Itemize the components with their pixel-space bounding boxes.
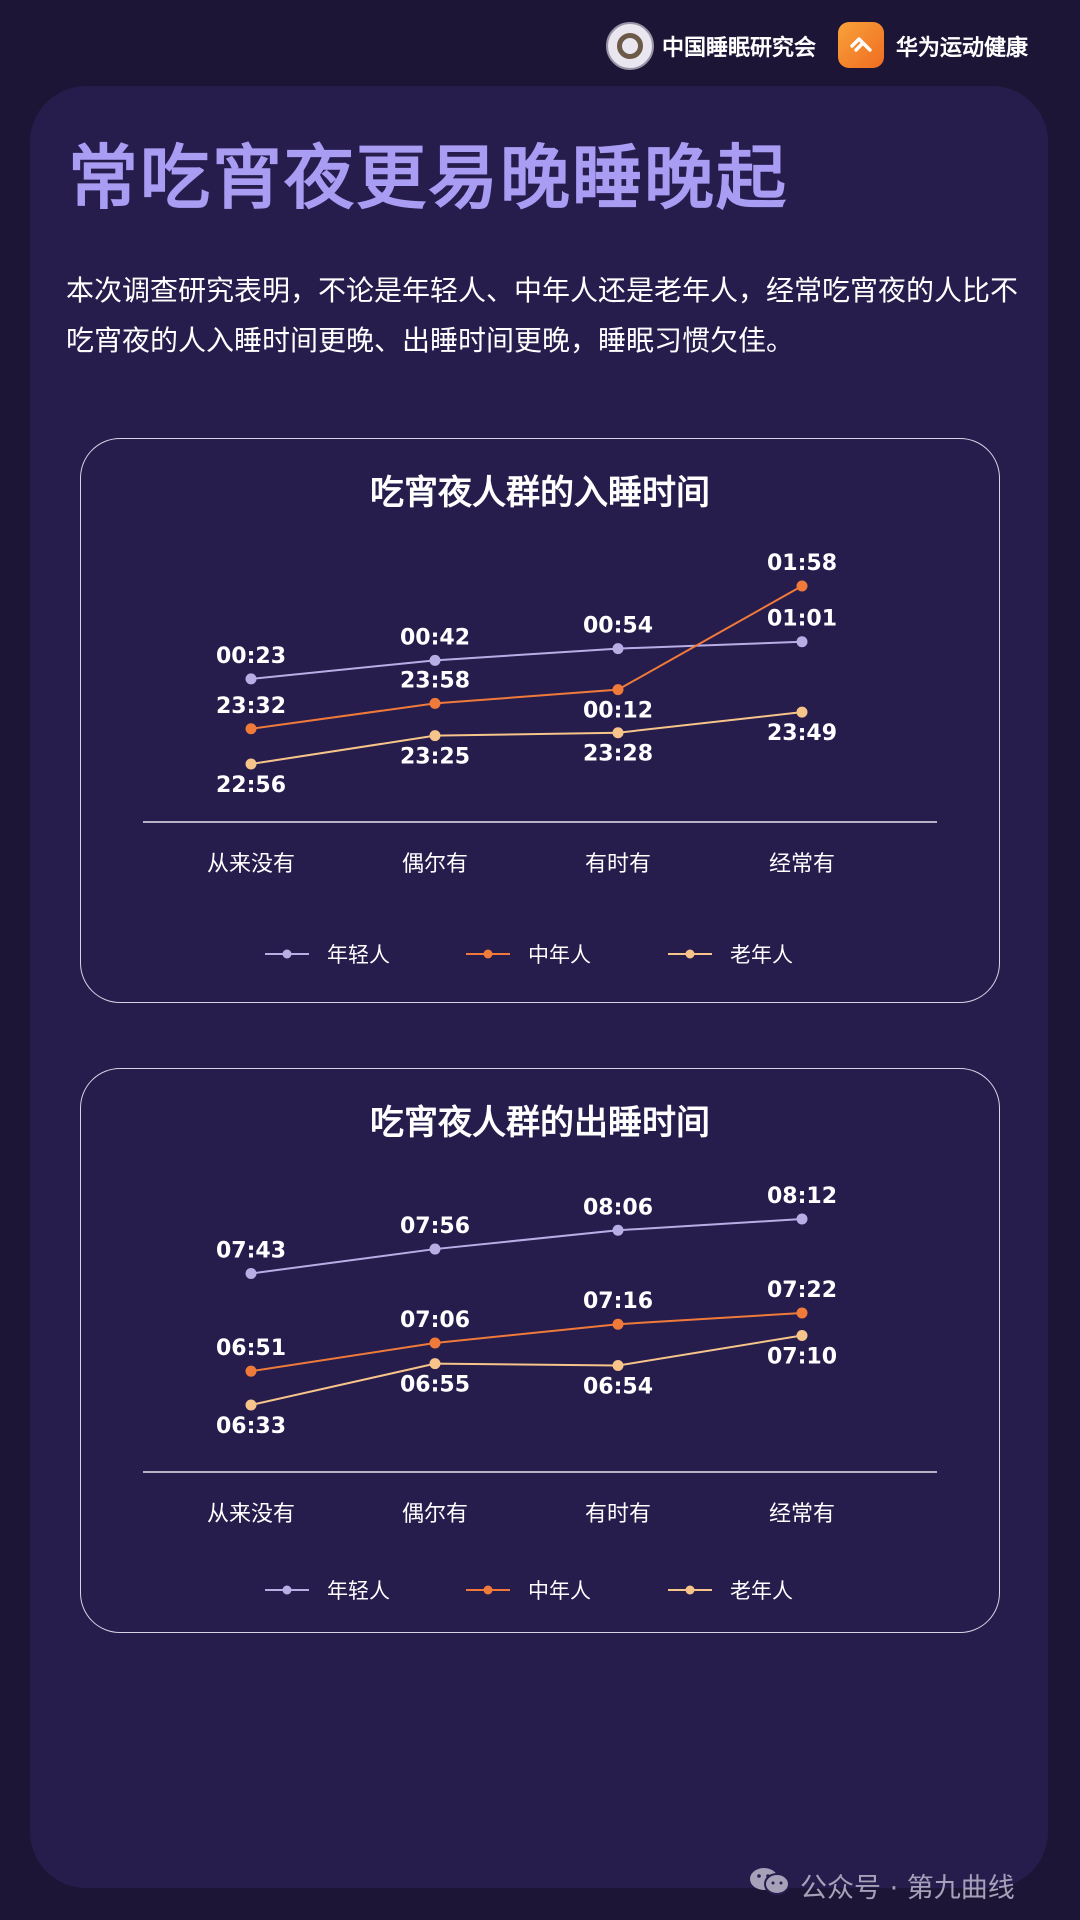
data-point-young <box>429 654 441 666</box>
data-label-middle: 06:51 <box>216 1336 286 1361</box>
series-line-middle <box>250 1311 803 1373</box>
wechat-icon <box>750 1868 790 1895</box>
legend-label-middle: 中年人 <box>528 1579 591 1603</box>
data-label-young: 08:12 <box>767 1184 837 1209</box>
data-label-middle: 07:22 <box>767 1278 837 1303</box>
legend-dot-middle <box>483 949 493 959</box>
data-point-old <box>796 1329 808 1341</box>
x-tick-label: 经常有 <box>769 852 835 877</box>
waketime-chart: 从来没有 偶尔有 有时有 经常有 07:43 07:56 08:06 08:12 06:51 07… <box>143 1184 937 1603</box>
data-point-young <box>796 636 808 648</box>
data-point-young <box>612 1224 624 1236</box>
data-label-young: 07:43 <box>216 1238 286 1263</box>
series-line-middle <box>250 585 803 730</box>
data-label-old: 06:55 <box>400 1373 470 1398</box>
data-point-middle <box>796 1307 808 1319</box>
series-line-young <box>250 640 803 680</box>
data-point-middle <box>612 1318 624 1330</box>
x-tick-label: 从来没有 <box>207 852 295 877</box>
data-label-old: 06:54 <box>583 1375 653 1400</box>
data-point-middle <box>429 1337 441 1349</box>
data-point-old <box>245 758 257 770</box>
x-tick-label: 有时有 <box>585 852 651 877</box>
legend-label-young: 年轻人 <box>327 1579 390 1603</box>
data-label-young: 00:54 <box>583 614 653 639</box>
content-panel <box>30 86 1048 1888</box>
data-point-young <box>796 1213 808 1225</box>
legend-label-old: 老年人 <box>730 943 793 967</box>
x-tick-label: 有时有 <box>585 1502 651 1527</box>
data-point-old <box>796 706 808 718</box>
watermark: 公众号 · 第九曲线 <box>748 1862 1068 1904</box>
data-point-middle <box>429 697 441 709</box>
data-label-young: 08:06 <box>583 1195 653 1220</box>
data-label-young: 00:23 <box>216 644 286 669</box>
legend-dot-middle <box>483 1585 493 1595</box>
data-label-young: 01:01 <box>767 607 837 632</box>
data-point-young <box>245 1267 257 1279</box>
data-label-old: 22:56 <box>216 773 286 798</box>
bedtime-chart: 从来没有 偶尔有 有时有 经常有 00:23 00:42 00:54 01:01 23:32 23… <box>143 551 937 967</box>
series-line-young <box>250 1218 803 1275</box>
intro-text: 本次调查研究表明，不论是年轻人、中年人还是老年人，经常吃宵夜的人比不吃宵夜的人入… <box>66 274 1019 357</box>
x-tick-label: 经常有 <box>769 1502 835 1527</box>
data-label-old: 07:10 <box>767 1344 837 1369</box>
chart-title: 吃宵夜人群的出睡时间 <box>370 1103 710 1143</box>
data-label-middle: 00:12 <box>583 699 653 724</box>
series-line-old <box>250 711 803 765</box>
legend-label-young: 年轻人 <box>327 943 390 967</box>
watermark-text: 公众号 · 第九曲线 <box>800 1873 1015 1904</box>
data-label-middle: 07:06 <box>400 1308 470 1333</box>
chart-card-bedtime: 吃宵夜人群的入睡时间 从来没有 偶尔有 有时有 经常有 00:23 00:42 00:54 0… <box>80 438 1000 1003</box>
org1-name: 中国睡眠研究会 <box>662 36 817 61</box>
data-label-middle: 23:58 <box>400 668 470 693</box>
legend-dot-young <box>282 949 292 959</box>
data-point-old <box>612 1360 624 1372</box>
data-label-old: 23:25 <box>400 745 470 770</box>
data-point-middle <box>245 723 257 735</box>
legend-dot-old <box>685 949 695 959</box>
data-point-young <box>612 643 624 655</box>
data-point-middle <box>612 684 624 696</box>
legend-label-old: 老年人 <box>730 1579 793 1603</box>
series-line-old <box>250 1334 803 1406</box>
data-label-old: 23:49 <box>767 721 837 746</box>
data-point-young <box>429 1243 441 1255</box>
data-label-middle: 23:32 <box>216 694 286 719</box>
x-tick-label: 从来没有 <box>207 1502 295 1527</box>
data-point-middle <box>245 1365 257 1377</box>
data-point-old <box>429 730 441 742</box>
data-label-young: 07:56 <box>400 1214 470 1239</box>
data-label-middle: 01:58 <box>767 551 837 576</box>
page-title: 常吃宵夜更易晚睡晚起 <box>68 137 788 219</box>
legend-label-middle: 中年人 <box>528 943 591 967</box>
data-point-middle <box>796 580 808 592</box>
header: 中国睡眠研究会 华为运动健康 <box>0 0 1080 92</box>
huawei-health-logo-icon <box>838 22 884 68</box>
legend-dot-young <box>282 1585 292 1595</box>
data-label-old: 23:28 <box>583 742 653 767</box>
data-point-old <box>612 727 624 739</box>
legend-dot-old <box>685 1585 695 1595</box>
sleep-society-logo-icon <box>606 22 654 70</box>
data-label-old: 06:33 <box>216 1414 286 1439</box>
chart-card-waketime: 吃宵夜人群的出睡时间 从来没有 偶尔有 有时有 经常有 07:43 07:56 08:06 0… <box>80 1068 1000 1633</box>
data-point-old <box>429 1358 441 1370</box>
data-point-old <box>245 1399 257 1411</box>
x-tick-label: 偶尔有 <box>402 1502 468 1527</box>
data-label-young: 00:42 <box>400 625 470 650</box>
org2-name: 华为运动健康 <box>896 36 1029 61</box>
data-label-middle: 07:16 <box>583 1289 653 1314</box>
chart-title: 吃宵夜人群的入睡时间 <box>370 473 710 513</box>
x-tick-label: 偶尔有 <box>402 852 468 877</box>
data-point-young <box>245 673 257 685</box>
